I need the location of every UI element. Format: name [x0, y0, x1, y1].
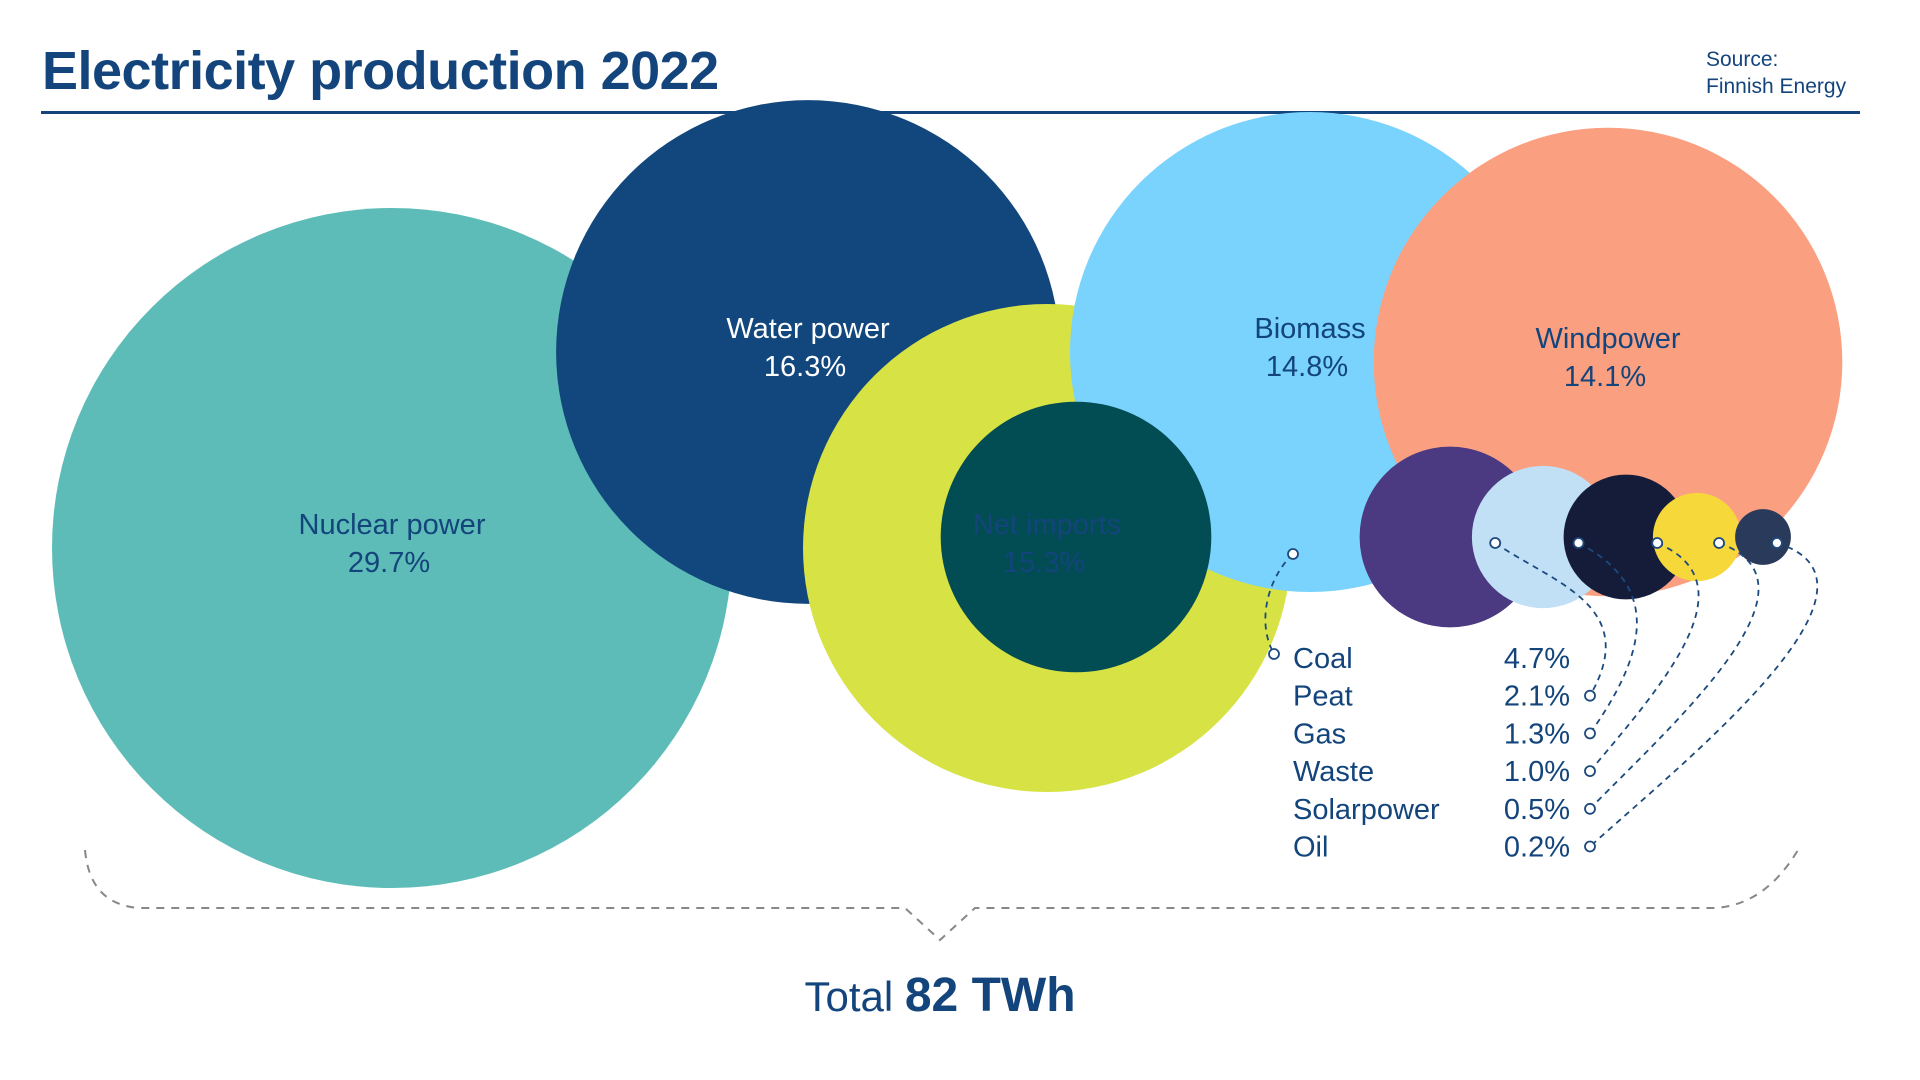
legend-name-oil: Oil — [1293, 832, 1328, 864]
total-brace — [84, 849, 1799, 942]
leader-start-dot-coal — [1287, 548, 1299, 560]
leader-line-oil — [1589, 542, 1819, 848]
bubble-solarpower — [1652, 492, 1742, 582]
leader-start-dot-oil — [1771, 537, 1783, 549]
bubble-oil — [1735, 509, 1791, 565]
source-label: Source: — [1706, 48, 1779, 71]
legend-value-solarpower: 0.5% — [1504, 794, 1570, 826]
leader-end-dot-gas — [1584, 727, 1596, 740]
bubble-waste — [1563, 474, 1689, 600]
bubble-label-biomass: Biomass — [1254, 313, 1365, 345]
bubble-value-biomass: 14.8% — [1266, 351, 1348, 383]
legend-name-solarpower: Solarpower — [1293, 794, 1440, 826]
legend-name-coal: Coal — [1293, 643, 1353, 675]
leader-end-dot-oil — [1584, 840, 1596, 853]
leader-end-dot-peat — [1584, 689, 1596, 702]
leader-start-dot-solarpower — [1713, 537, 1725, 549]
bubble-label-nuclear-power: Nuclear power — [299, 509, 486, 541]
leader-start-dot-waste — [1651, 537, 1664, 549]
leader-end-dot-waste — [1584, 765, 1596, 777]
legend-value-oil: 0.2% — [1504, 832, 1570, 864]
leader-start-dot-peat — [1489, 537, 1502, 549]
leader-line-solarpower — [1589, 542, 1760, 810]
leader-line-waste — [1589, 542, 1700, 772]
leader-start-dot-gas — [1572, 537, 1585, 549]
leader-end-dot-coal — [1268, 648, 1280, 660]
source-note: Source: Finnish Energy — [1706, 46, 1856, 100]
leader-line-peat — [1494, 542, 1607, 697]
bubble-coal — [940, 401, 1212, 673]
bubble-value-net-imports: 15.3% — [1003, 547, 1085, 579]
page-title: Electricity production 2022 — [42, 41, 719, 101]
legend-value-gas: 1.3% — [1504, 718, 1570, 750]
total-label: Total 82 TWh — [0, 968, 1880, 1023]
bubble-value-nuclear-power: 29.7% — [348, 547, 430, 579]
legend-value-peat: 2.1% — [1504, 681, 1570, 713]
bubble-value-water-power: 16.3% — [764, 351, 846, 383]
bubble-label-water-power: Water power — [726, 313, 890, 345]
source-name: Finnish Energy — [1706, 75, 1847, 98]
bubble-label-net-imports: Net imports — [973, 509, 1121, 541]
total-value: 82 TWh — [904, 969, 1076, 1022]
total-prefix: Total — [804, 973, 894, 1020]
legend-value-coal: 4.7% — [1504, 643, 1570, 675]
leader-end-dot-solarpower — [1584, 802, 1596, 815]
bubble-value-windpower: 14.1% — [1564, 361, 1646, 393]
legend-name-waste: Waste — [1293, 756, 1374, 788]
legend-name-peat: Peat — [1293, 681, 1353, 713]
legend-name-gas: Gas — [1293, 718, 1346, 750]
title-underline — [41, 111, 1860, 114]
bubble-label-windpower: Windpower — [1535, 323, 1680, 355]
leader-line-gas — [1578, 542, 1638, 734]
legend-value-waste: 1.0% — [1504, 756, 1570, 788]
